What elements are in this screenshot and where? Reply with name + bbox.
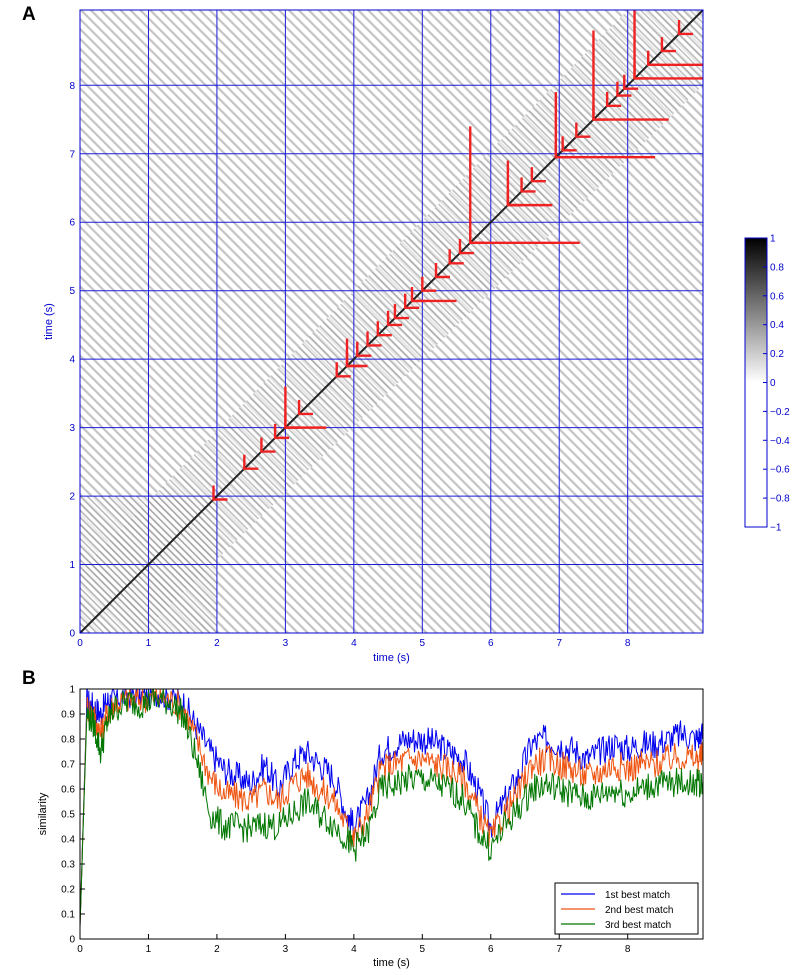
y-tick-label-4: 4 [69, 355, 75, 366]
x-tick-label-6: 6 [488, 638, 494, 649]
similarity-line-chart: 0 1 2 3 4 5 6 7 8 0 0.1 0.2 0.3 0.4 0.5 0.6 0.7 0.8 0.9 1 t… [37, 685, 704, 969]
y-tick-label-b-0: 0 [69, 935, 75, 946]
panel-label-a: A [22, 4, 36, 25]
marker-22 [530, 167, 546, 183]
x-tick-label-b-4: 4 [351, 944, 357, 955]
marker-10 [376, 321, 392, 337]
legend-label-1: 2nd best match [605, 905, 673, 916]
marker-17 [448, 249, 464, 265]
x-tick-label-1: 1 [146, 638, 152, 649]
marker-6 [335, 362, 351, 378]
x-tick-label-5: 5 [420, 638, 426, 649]
x-tick-label-b-6: 6 [488, 944, 494, 955]
x-tick-label-8: 8 [625, 638, 631, 649]
y-tick-label-1: 1 [69, 560, 75, 571]
y-tick-label-6: 6 [69, 218, 75, 229]
colorbar-label-9: −0.8 [770, 494, 790, 505]
x-tick-label-3: 3 [283, 638, 289, 649]
marker-32 [660, 37, 676, 53]
marker-8 [356, 341, 372, 357]
match-markers [212, 10, 703, 501]
x-tick-label-0: 0 [77, 638, 83, 649]
marker-2 [260, 437, 276, 453]
diagonal-line [79, 9, 704, 634]
colorbar-label-1: 0.8 [770, 262, 784, 273]
colorbar-label-8: −0.6 [770, 465, 790, 476]
y-tick-label-b-2: 0.2 [61, 885, 75, 896]
marker-18 [458, 239, 474, 255]
y-tick-label-5: 5 [69, 286, 75, 297]
marker-28 [616, 81, 632, 97]
y-tick-label-b-10: 1 [69, 685, 75, 696]
marker-11 [386, 310, 403, 327]
marker-24 [561, 136, 577, 152]
colorbar-label-0: 1 [770, 234, 776, 245]
marker-15 [421, 276, 437, 292]
marker-0 [212, 485, 228, 501]
similarity-matrix-chart: 0 1 2 3 4 5 6 7 8 0 1 2 3 4 5 6 7 8 time (s) time (s) 1 0.… [43, 9, 790, 664]
marker-16 [434, 263, 450, 279]
y-tick-label-b-6: 0.6 [61, 785, 75, 796]
y-tick-label-0: 0 [69, 629, 75, 640]
x-tick-label-7: 7 [556, 638, 562, 649]
colorbar: 1 0.8 0.6 0.4 0.2 0 −0.2 −0.4 −0.6 −0.8 −1 [744, 234, 790, 534]
x-tick-label-b-3: 3 [283, 944, 289, 955]
y-tick-label-b-3: 0.3 [61, 860, 75, 871]
y-tick-label-b-5: 0.5 [61, 810, 75, 821]
marker-33 [677, 19, 694, 36]
colorbar-label-10: −1 [770, 523, 782, 534]
panel-label-b: B [22, 668, 36, 689]
y-tick-label-b-9: 0.9 [61, 710, 75, 721]
marker-3 [273, 423, 290, 440]
x-tick-label-b-0: 0 [77, 944, 83, 955]
marker-1 [243, 454, 259, 470]
colorbar-label-7: −0.4 [770, 436, 790, 447]
axes-b: 0 1 2 3 4 5 6 7 8 0 0.1 0.2 0.3 0.4 0.5 0.6 0.7 0.8 0.9 1 [61, 685, 704, 955]
y-tick-label-8: 8 [69, 81, 75, 92]
marker-5 [297, 399, 314, 416]
y-axis-label-b: similarity [37, 792, 49, 835]
y-axis-label-a: time (s) [43, 303, 55, 340]
marker-9 [366, 331, 382, 347]
colorbar-label-2: 0.6 [770, 291, 784, 302]
x-tick-label-2: 2 [214, 638, 220, 649]
y-tick-label-2: 2 [69, 492, 75, 503]
marker-27 [605, 91, 622, 108]
legend: 1st best match 2nd best match 3rd best mat… [554, 882, 699, 935]
marker-25 [575, 122, 591, 138]
series-lines [79, 688, 704, 927]
diagonal [79, 9, 704, 634]
y-tick-label-b-4: 0.4 [61, 835, 75, 846]
y-tick-label-b-8: 0.8 [61, 735, 75, 746]
x-axis-label-a: time (s) [373, 652, 410, 664]
marker-29 [623, 74, 639, 90]
marker-12 [393, 304, 409, 320]
colorbar-label-5: 0 [770, 378, 776, 389]
series-line-0 [79, 688, 704, 927]
x-tick-label-b-8: 8 [625, 944, 631, 955]
legend-label-0: 1st best match [605, 890, 670, 901]
x-tick-label-b-1: 1 [146, 944, 152, 955]
legend-label-2: 3rd best match [605, 920, 671, 931]
axes-a: 0 1 2 3 4 5 6 7 8 0 1 2 3 4 5 6 7 8 [69, 9, 704, 649]
colorbar-label-4: 0.2 [770, 349, 784, 360]
colorbar-label-6: −0.2 [770, 407, 790, 418]
y-tick-label-b-1: 0.1 [61, 910, 75, 921]
y-tick-label-7: 7 [69, 149, 75, 160]
x-tick-label-b-2: 2 [214, 944, 220, 955]
plot-frame-a [79, 9, 704, 634]
x-tick-label-4: 4 [351, 638, 357, 649]
y-tick-label-3: 3 [69, 423, 75, 434]
x-tick-label-b-5: 5 [420, 944, 426, 955]
marker-13 [403, 293, 420, 310]
colorbar-label-3: 0.4 [770, 320, 784, 331]
marker-21 [520, 177, 536, 193]
x-axis-label-b: time (s) [373, 957, 410, 969]
series-line-2 [79, 688, 704, 927]
x-tick-label-b-7: 7 [556, 944, 562, 955]
y-tick-label-b-7: 0.7 [61, 760, 75, 771]
